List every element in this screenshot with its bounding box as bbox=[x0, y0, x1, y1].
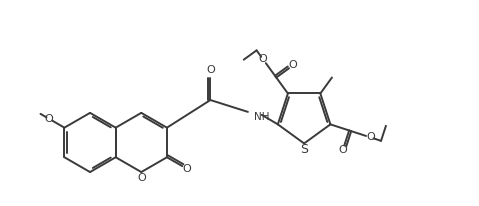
Text: O: O bbox=[366, 132, 375, 143]
Text: O: O bbox=[289, 60, 297, 70]
Text: S: S bbox=[300, 143, 308, 156]
Text: O: O bbox=[338, 145, 347, 155]
Text: O: O bbox=[182, 164, 191, 174]
Text: O: O bbox=[137, 173, 146, 183]
Text: O: O bbox=[259, 54, 267, 64]
Text: NH: NH bbox=[254, 112, 269, 122]
Text: O: O bbox=[206, 66, 215, 75]
Text: O: O bbox=[44, 114, 53, 124]
